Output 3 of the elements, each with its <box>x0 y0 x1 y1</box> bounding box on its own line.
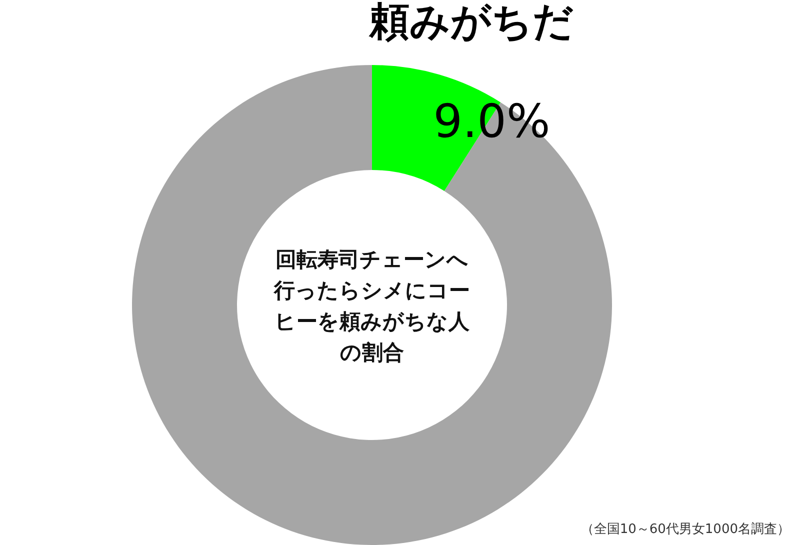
slice-label: 頼みがちだ <box>368 0 574 45</box>
text: 回転寿司チェーンへ行ったらシメにコーヒーを頼みがちな人の割合 <box>273 248 470 364</box>
text: （全国10～60代男女1000名調査） <box>580 522 790 537</box>
